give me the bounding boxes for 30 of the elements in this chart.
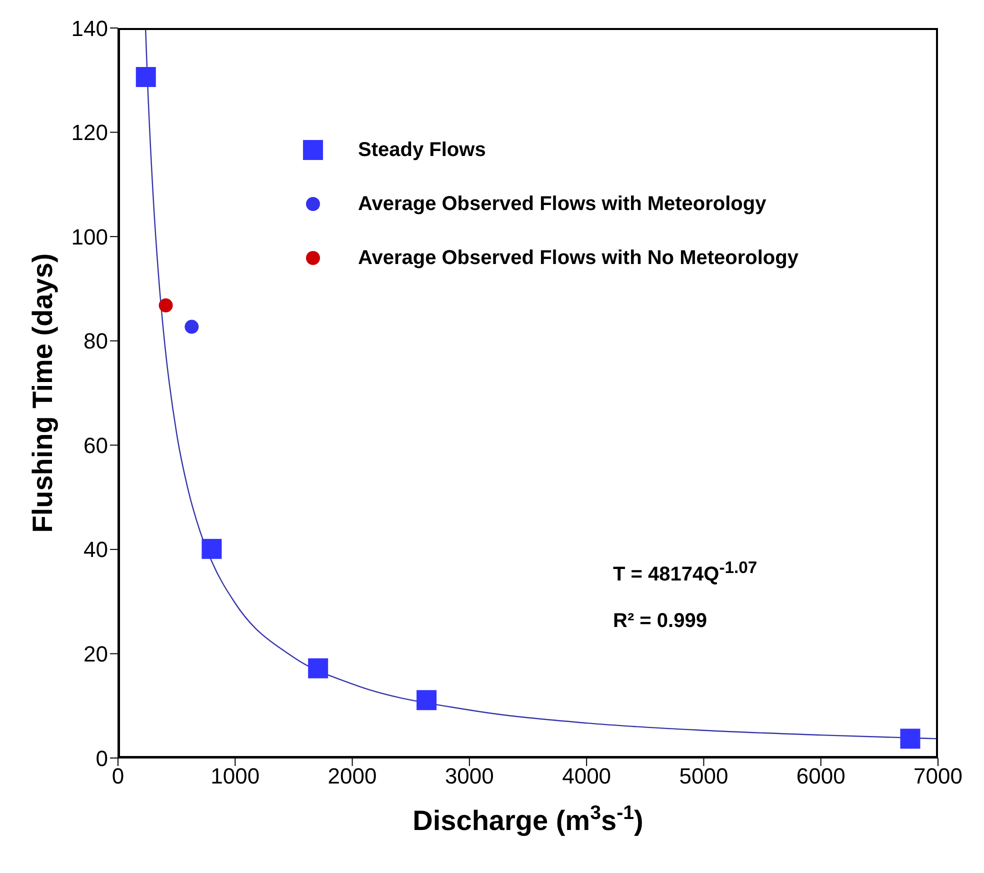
legend-label: Average Observed Flows with No Meteorology: [358, 246, 798, 270]
annotation: R² = 0.999: [613, 610, 707, 633]
y-tick-label: 80: [84, 328, 108, 354]
y-tick-label: 140: [71, 16, 108, 41]
point: [416, 690, 437, 710]
y-tick-label: 0: [96, 746, 108, 771]
x-tick-label: 1000: [210, 764, 260, 789]
point: [136, 67, 156, 88]
point: [900, 728, 920, 749]
y-axis-title: Flushing Time (days): [27, 253, 58, 533]
y-tick-label: 40: [84, 537, 108, 562]
point: [308, 658, 328, 678]
point: [184, 320, 199, 334]
point: [202, 538, 222, 559]
x-tick-label: 2000: [328, 764, 377, 789]
y-tick-label: 20: [84, 642, 108, 667]
x-tick-label: 3000: [444, 764, 494, 789]
x-tick-label: 6000: [796, 764, 846, 789]
y-tick-label: 120: [71, 120, 108, 146]
x-tick-label: 4000: [562, 764, 612, 789]
point: [158, 298, 173, 312]
x-axis-title: Discharge (m$^{3}$s$^{-1}$): [412, 802, 644, 836]
y-tick-label: 100: [71, 224, 108, 250]
x-tick-label: 0: [112, 764, 124, 789]
annotation: T = 48174Q$^{-1.07}$: [613, 558, 758, 587]
legend-label: Steady Flows: [358, 138, 486, 162]
legend-label: Average Observed Flows with Meteorology: [358, 192, 766, 216]
x-tick-label: 7000: [914, 764, 962, 789]
x-tick-label: 5000: [679, 764, 728, 789]
y-tick-label: 60: [84, 432, 108, 458]
